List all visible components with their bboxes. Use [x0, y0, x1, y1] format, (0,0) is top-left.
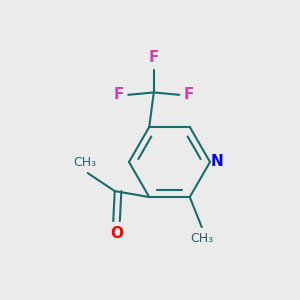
Text: F: F	[113, 87, 124, 102]
Text: O: O	[110, 226, 123, 242]
Text: F: F	[148, 50, 159, 65]
Text: N: N	[211, 154, 224, 169]
Text: CH₃: CH₃	[73, 156, 96, 169]
Text: F: F	[184, 87, 194, 102]
Text: CH₃: CH₃	[190, 232, 213, 244]
